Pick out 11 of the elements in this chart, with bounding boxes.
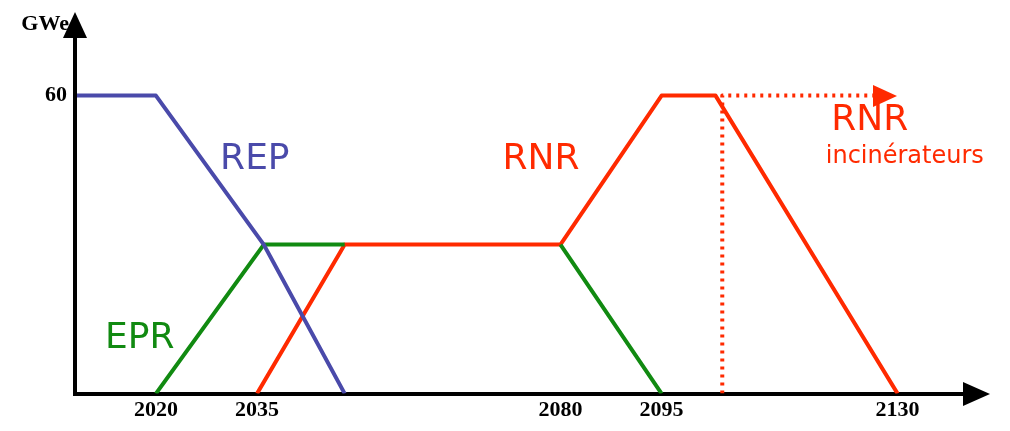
y-axis-title: GWe — [21, 9, 70, 35]
x-tick-label: 2130 — [875, 396, 920, 422]
x-tick-label: 2080 — [538, 396, 583, 422]
series-label: RNR incinérateurs — [825, 96, 984, 169]
series-label: RNR — [502, 136, 580, 178]
x-tick-label: 2095 — [639, 396, 684, 422]
text: 60 — [45, 81, 67, 107]
x-tick-label: 2020 — [133, 396, 178, 422]
series-label: EPR — [105, 315, 175, 357]
series-label: REP — [220, 136, 290, 178]
x-tick-label: 2035 — [235, 396, 280, 422]
